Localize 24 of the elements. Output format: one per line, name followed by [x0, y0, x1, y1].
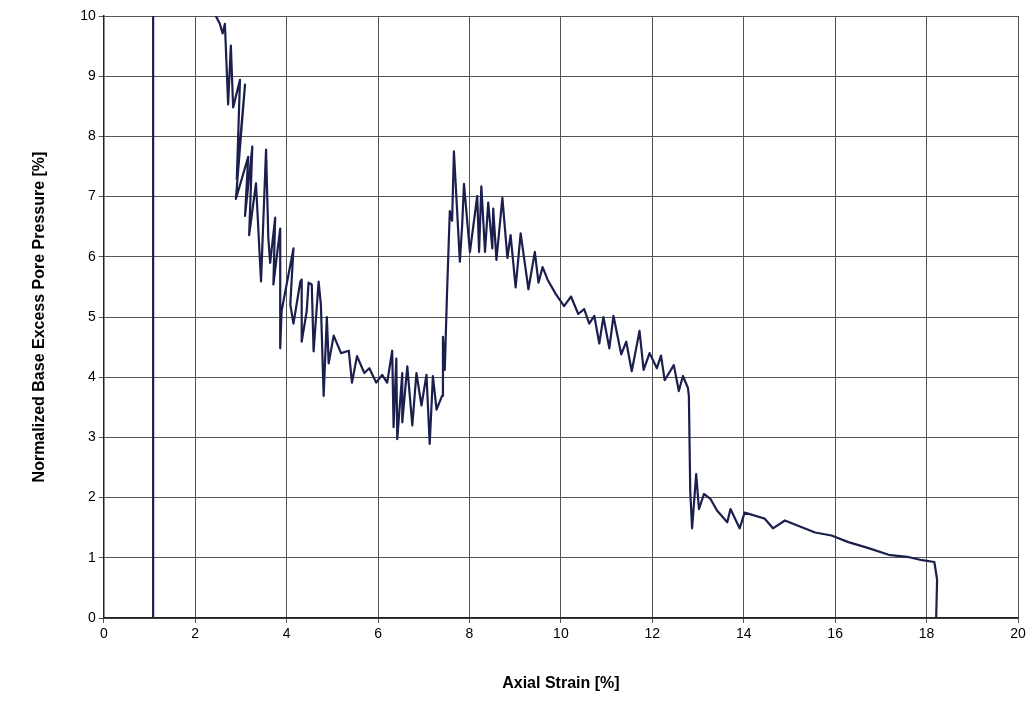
- y-axis-title: Normalized Base Excess Pore Pressure [%]: [30, 151, 48, 483]
- y-tick-label: 5: [87, 307, 96, 324]
- x-tick-label: 14: [735, 625, 752, 642]
- x-tick-label: 12: [644, 625, 661, 642]
- x-axis-title: Axial Strain [%]: [502, 673, 620, 691]
- x-tick-label: 8: [465, 625, 474, 642]
- x-tick-label: 4: [282, 625, 291, 642]
- y-tick-label: 3: [87, 428, 96, 445]
- y-tick-label: 6: [87, 247, 96, 264]
- y-tick-label: 0: [87, 608, 96, 625]
- x-tick-label: 0: [99, 625, 108, 642]
- y-tick-label: 7: [87, 187, 96, 204]
- y-tick-label: 8: [87, 127, 96, 144]
- y-tick-label: 4: [87, 368, 96, 385]
- y-tick-label: 2: [87, 488, 96, 505]
- y-tick-label: 1: [87, 548, 96, 565]
- x-tick-label: 16: [827, 625, 844, 642]
- x-tick-label: 10: [553, 625, 569, 642]
- x-tick-label: 18: [918, 625, 935, 642]
- y-tick-label: 10: [80, 6, 96, 23]
- x-tick-label: 6: [374, 625, 383, 642]
- x-tick-label: 20: [1010, 625, 1026, 642]
- x-tick-label: 2: [191, 625, 200, 642]
- y-tick-label: 9: [87, 67, 96, 84]
